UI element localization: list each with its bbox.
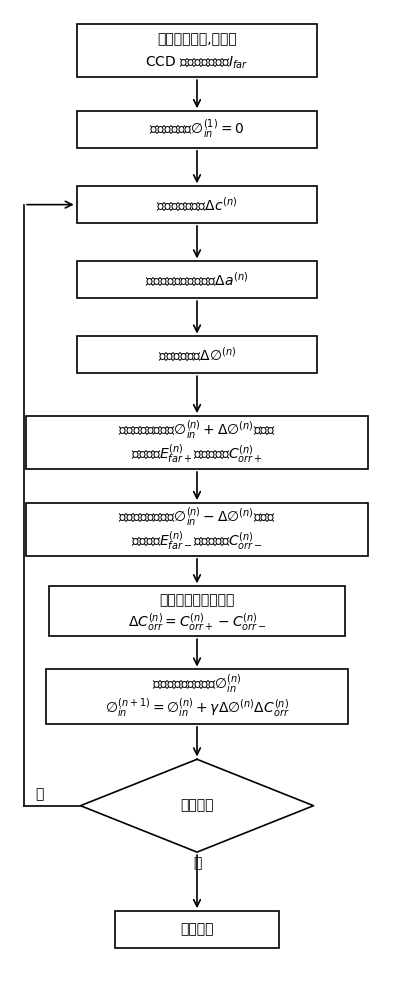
Text: 远场分布$E_{far-}^{(n)}$及目标函数$C_{orr-}^{(n)}$: 远场分布$E_{far-}^{(n)}$及目标函数$C_{orr-}^{(n)}… (131, 530, 263, 553)
Text: 输出结果: 输出结果 (180, 922, 214, 936)
Bar (49, 586, 345, 636)
Text: $\Delta C_{orr}^{(n)}=C_{orr+}^{(n)}-C_{orr-}^{(n)}$: $\Delta C_{orr}^{(n)}=C_{orr+}^{(n)}-C_{… (128, 611, 266, 633)
Text: CCD 上光斑强度分布$I_{far}$: CCD 上光斑强度分布$I_{far}$ (145, 54, 249, 71)
Bar (76, 111, 318, 148)
Text: 指数函数调制扰动向量$\Delta a^{(n)}$: 指数函数调制扰动向量$\Delta a^{(n)}$ (145, 270, 249, 289)
Bar (26, 416, 368, 469)
Text: $\varnothing_{in}^{(n+1)}=\varnothing_{in}^{(n)}+\gamma\Delta\varnothing^{(n)}\D: $\varnothing_{in}^{(n+1)}=\varnothing_{i… (105, 697, 289, 720)
Bar (76, 336, 318, 373)
Bar (76, 24, 318, 77)
Bar (76, 261, 318, 298)
Text: 设置初始相位$\varnothing_{in}^{(1)}=0$: 设置初始相位$\varnothing_{in}^{(1)}=0$ (149, 118, 245, 141)
Bar (76, 186, 318, 223)
Text: 输入待测波前,并记录: 输入待测波前,并记录 (157, 32, 237, 46)
Bar (26, 503, 368, 556)
Text: 是否结束: 是否结束 (180, 799, 214, 813)
Text: 否: 否 (35, 788, 44, 802)
Polygon shape (80, 759, 314, 852)
Text: 生成随机扰动量$\Delta c^{(n)}$: 生成随机扰动量$\Delta c^{(n)}$ (156, 195, 238, 214)
Text: 计算负扰动后相位$\varnothing_{in}^{(n)}-\Delta\varnothing^{(n)}$对应的: 计算负扰动后相位$\varnothing_{in}^{(n)}-\Delta\v… (118, 506, 276, 529)
Bar (45, 669, 349, 724)
Bar (115, 911, 279, 948)
Text: 计算迭代相位并更新$\varnothing_{in}^{(n)}$: 计算迭代相位并更新$\varnothing_{in}^{(n)}$ (152, 673, 242, 696)
Text: 计算扰动相位$\Delta\varnothing^{(n)}$: 计算扰动相位$\Delta\varnothing^{(n)}$ (158, 346, 236, 364)
Text: 远场分布$E_{far+}^{(n)}$及目标函数$C_{orr+}^{(n)}$: 远场分布$E_{far+}^{(n)}$及目标函数$C_{orr+}^{(n)}… (131, 443, 263, 466)
Text: 计算目标函数变化量: 计算目标函数变化量 (159, 593, 235, 607)
Text: 计算正扰动后相位$\varnothing_{in}^{(n)}+\Delta\varnothing^{(n)}$对应的: 计算正扰动后相位$\varnothing_{in}^{(n)}+\Delta\v… (118, 419, 276, 442)
Text: 是: 是 (193, 856, 201, 870)
